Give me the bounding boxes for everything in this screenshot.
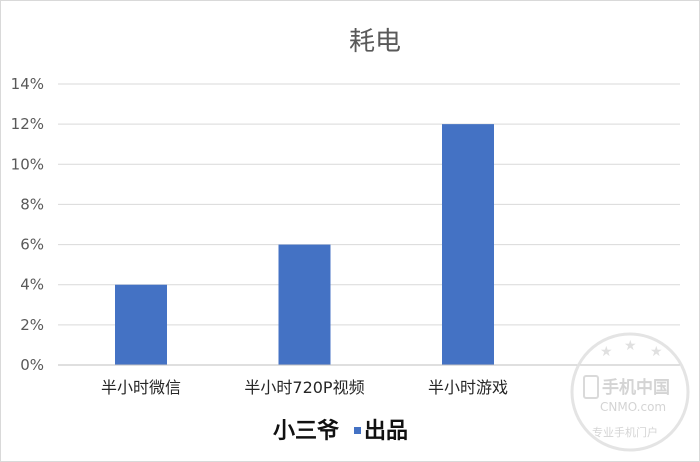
credit-right-text: 出品 [364, 419, 408, 444]
x-category-label: 半小时720P视频 [244, 378, 364, 397]
credit-left-text: 小三爷 [273, 418, 340, 444]
watermark-domain: CNMO.com [600, 400, 666, 414]
star-icon: ★ [624, 338, 637, 354]
y-tick-label: 4% [20, 276, 44, 294]
x-axis-labels: 半小时微信 半小时720P视频 半小时游戏 [101, 378, 508, 397]
y-tick-label: 10% [11, 155, 44, 173]
bar [278, 244, 331, 365]
bars [115, 124, 494, 366]
y-tick-label: 6% [20, 236, 44, 254]
phone-icon [583, 375, 599, 399]
watermark-ring [570, 332, 690, 452]
watermark-brand: 手机中国 [602, 377, 670, 398]
credit-marker [354, 427, 361, 434]
credit: 小三爷 出品 [273, 418, 408, 444]
y-tick-label: 0% [20, 356, 44, 374]
x-category-label: 半小时微信 [101, 378, 181, 397]
y-axis-ticks: 0% 2% 4% 6% 8% 10% 12% 14% [11, 75, 44, 374]
chart-title: 耗电 [349, 27, 401, 57]
star-icon: ★ [600, 344, 613, 360]
watermark-slogan: 专业手机门户 [592, 425, 658, 439]
star-icon: ★ [650, 344, 663, 360]
y-tick-label: 14% [11, 75, 44, 93]
y-tick-label: 8% [20, 195, 44, 213]
y-tick-label: 12% [11, 115, 44, 133]
bar [442, 124, 494, 366]
bar [115, 284, 167, 365]
y-tick-label: 2% [20, 316, 44, 334]
watermark: ★ ★ ★ 手机中国 CNMO.com 专业手机门户 [570, 332, 690, 452]
x-category-label: 半小时游戏 [428, 378, 508, 397]
